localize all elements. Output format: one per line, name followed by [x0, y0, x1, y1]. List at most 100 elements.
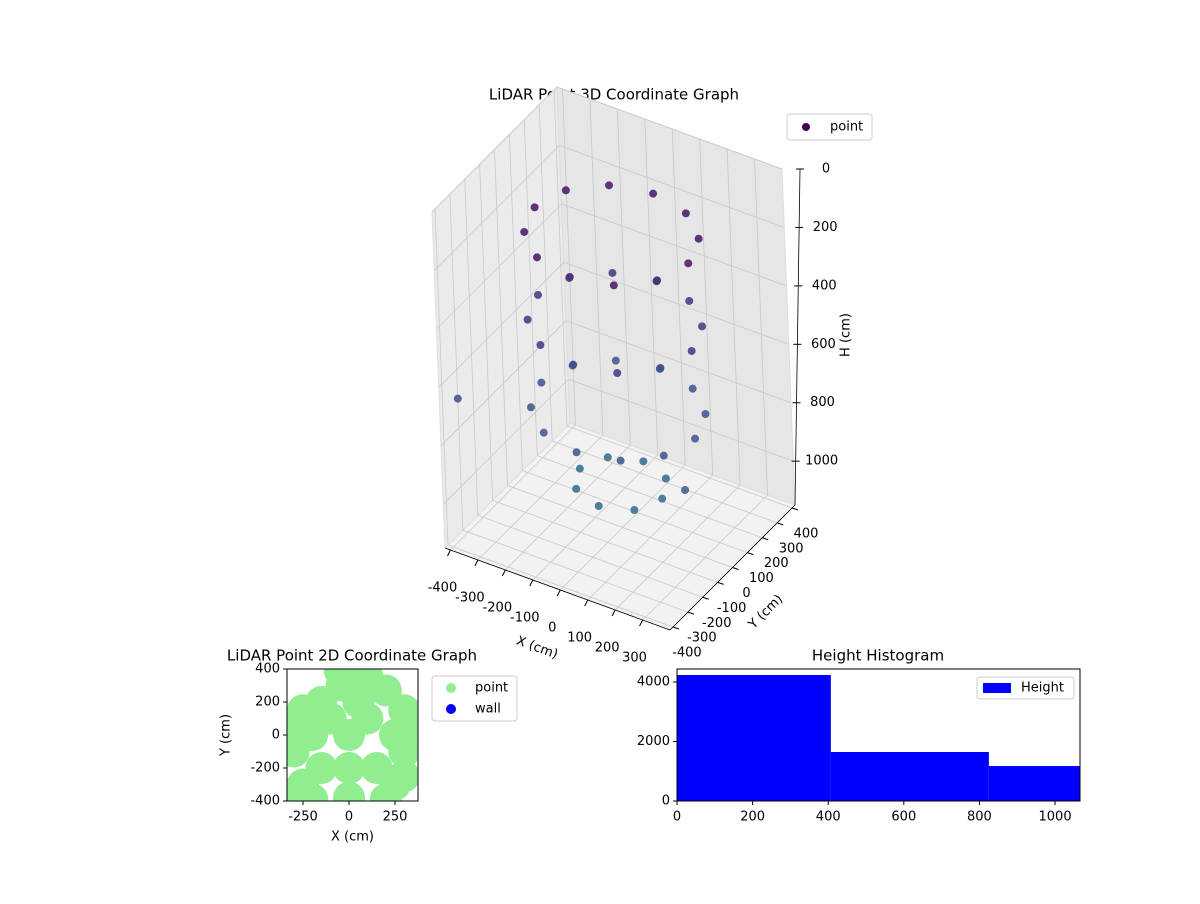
y-tick — [776, 522, 784, 526]
y-tick — [687, 611, 695, 615]
point — [520, 227, 529, 236]
point — [661, 474, 670, 483]
y-tick-label: 100 — [749, 571, 774, 586]
bar — [830, 752, 989, 801]
point — [568, 361, 577, 370]
point — [575, 464, 584, 473]
y-tick-label: 200 — [255, 695, 280, 710]
legend-marker — [983, 683, 1011, 693]
y-axis — [669, 504, 796, 631]
y-tick — [747, 552, 754, 556]
point — [537, 378, 546, 387]
point — [533, 253, 542, 262]
y-tick — [717, 581, 724, 585]
grid-line — [565, 320, 792, 404]
z-axis — [794, 168, 801, 506]
point — [659, 451, 668, 460]
y-tick-label: -400 — [672, 646, 702, 661]
x-tick-label: 200 — [595, 641, 620, 656]
point — [694, 234, 703, 243]
x-tick-label: -100 — [510, 611, 540, 626]
x-tick — [529, 579, 534, 587]
y-tick-label: 400 — [794, 526, 819, 541]
point — [342, 686, 375, 718]
grid-line — [431, 86, 558, 213]
point — [530, 203, 539, 212]
grid-line — [537, 455, 763, 539]
grid-line — [434, 209, 449, 546]
point — [539, 428, 548, 437]
y-tick-label: 400 — [255, 662, 280, 677]
grid-line — [443, 378, 569, 505]
x-axis — [444, 547, 671, 631]
x-axis-label: X (cm) — [514, 634, 560, 663]
point — [296, 719, 329, 751]
x-tick-label: 600 — [891, 810, 916, 825]
x-tick-label: -400 — [428, 581, 458, 596]
grid-line — [492, 500, 718, 583]
point — [572, 484, 581, 493]
x-tick-label: -200 — [483, 601, 513, 616]
grid-line — [726, 148, 741, 486]
point — [594, 501, 603, 510]
legend-label: wall — [475, 702, 501, 717]
grid-line — [538, 104, 553, 441]
point — [603, 453, 612, 462]
point — [536, 340, 545, 349]
point — [388, 760, 418, 793]
point — [608, 268, 617, 277]
x-tick-label: 800 — [967, 810, 992, 825]
point — [685, 296, 694, 305]
point — [565, 273, 574, 282]
x-tick-label: 0 — [548, 621, 556, 636]
x-tick-label: 250 — [383, 810, 408, 825]
x-tick — [639, 619, 644, 627]
legend-marker — [446, 683, 456, 693]
z-tick-label: 800 — [810, 395, 835, 410]
y-tick — [702, 596, 709, 600]
point — [572, 448, 581, 457]
grid-line — [447, 544, 674, 628]
grid-line — [559, 145, 785, 228]
y-tick-label: 300 — [779, 541, 804, 556]
point — [698, 322, 707, 331]
z-tick-label: 1000 — [805, 454, 838, 469]
x-axis-label: X (cm) — [331, 830, 374, 845]
x-tick-label: 200 — [740, 810, 765, 825]
point — [526, 403, 535, 412]
point — [688, 384, 697, 393]
point — [379, 719, 412, 751]
point — [655, 364, 664, 373]
plot-frame — [676, 668, 1081, 802]
legend-marker — [802, 123, 810, 131]
point — [681, 209, 690, 218]
z-tick-label: 600 — [811, 337, 836, 352]
z-tick-label: 200 — [813, 220, 838, 235]
point — [691, 434, 700, 443]
grid-line — [563, 261, 789, 345]
grid-line — [616, 108, 631, 446]
y-tick — [791, 507, 799, 511]
point — [561, 186, 570, 195]
y-tick-label: -200 — [702, 616, 732, 631]
y-tick-label: 200 — [764, 556, 789, 571]
y-tick-label: -100 — [717, 601, 747, 616]
y-tick — [672, 626, 680, 630]
y-tick — [762, 537, 769, 541]
point — [613, 368, 622, 377]
z-tick-label: 0 — [822, 162, 830, 177]
x-tick-label: 0 — [673, 810, 681, 825]
chart-title: LiDAR Point 2D Coordinate Graph — [227, 647, 477, 665]
grid-line — [589, 98, 604, 436]
point — [534, 290, 543, 299]
legend-marker — [446, 704, 456, 714]
legend-label: Height — [1021, 681, 1064, 696]
grid-line — [449, 194, 464, 531]
x-tick — [556, 589, 561, 597]
grid-line — [494, 149, 508, 486]
grid-line — [523, 119, 538, 456]
x-tick-label: 400 — [816, 810, 841, 825]
legend-label: point — [475, 681, 508, 696]
point — [333, 752, 366, 784]
y-tick-label: 2000 — [637, 734, 670, 749]
